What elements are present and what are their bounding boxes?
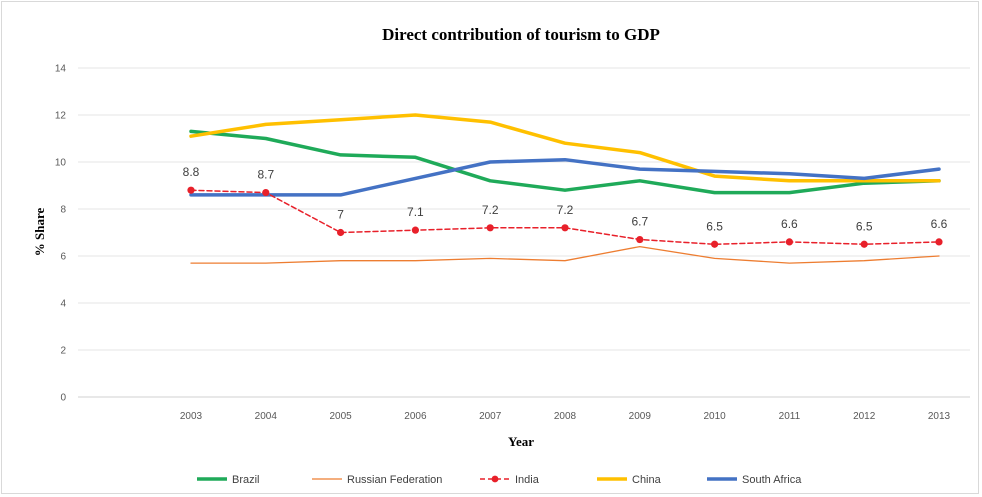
data-label-india: 7.2 [557,203,574,217]
data-label-india: 6.6 [781,217,798,231]
x-tick-label: 2010 [703,411,726,422]
chart-title: Direct contribution of tourism to GDP [382,25,660,44]
data-point-india [785,238,794,246]
legend-item-russian-federation: Russian Federation [312,474,442,486]
legend-label: Brazil [232,474,260,486]
data-label-india: 6.5 [856,219,873,233]
y-axis-title: % Share [32,208,47,257]
data-label-india: 8.7 [257,168,274,182]
data-label-india: 7 [337,208,344,222]
x-tick-label: 2003 [180,411,203,422]
legend-item-china: China [597,474,662,486]
data-point-india [711,240,719,248]
data-label-india: 6.6 [931,217,948,231]
y-tick-label: 2 [60,346,66,357]
x-tick-label: 2008 [554,411,577,422]
x-tick-label: 2009 [629,411,652,422]
data-label-india: 8.8 [183,165,200,179]
series-line-south-africa [189,157,941,197]
y-tick-label: 8 [60,205,66,216]
series-line-india [190,189,940,246]
x-tick-label: 2006 [404,411,427,422]
x-tick-label: 2004 [255,411,278,422]
y-tick-label: 14 [55,64,67,75]
y-tick-label: 4 [60,299,66,310]
x-tick-label: 2011 [779,411,801,422]
y-tick-label: 12 [55,111,67,122]
data-point-india [262,188,270,197]
legend-label: South Africa [742,474,802,486]
x-tick-label: 2012 [853,411,876,422]
x-tick-label: 2007 [479,411,502,422]
data-point-india [935,238,943,246]
gridlines [78,67,970,398]
data-label-india: 7.2 [482,203,499,217]
legend-marker [491,475,499,483]
data-point-india [486,224,494,232]
y-tick-label: 10 [55,158,67,169]
data-point-india [636,235,644,244]
data-label-india: 7.1 [407,205,424,219]
series-line-brazil [189,129,941,195]
legend-item-brazil: Brazil [197,474,260,486]
legend-label: Russian Federation [347,474,442,486]
data-point-india [561,224,569,232]
x-tick-label: 2013 [928,411,951,422]
x-axis-ticks: 2003 2004 2005 2006 2007 2008 2009 2010 2011 2012… [180,411,951,422]
data-label-india: 6.5 [706,219,723,233]
y-tick-label: 0 [60,393,66,404]
x-tick-label: 2005 [329,411,352,422]
y-tick-label: 6 [60,252,66,263]
data-point-india [860,240,868,248]
data-point-india [337,228,345,237]
legend-label: China [632,474,662,486]
series-lines [187,113,943,264]
legend-label: India [515,474,540,486]
x-axis-title: Year [508,434,534,449]
data-label-india: 6.7 [631,215,648,229]
legend-item-india: India [480,474,540,486]
y-axis-ticks: 0 2 4 6 8 10 12 14 [55,64,67,404]
data-point-india [187,186,195,194]
data-point-india [411,226,419,234]
legend-item-south-africa: South Africa [707,474,802,486]
legend: Brazil Russian Federation India China South … [197,474,802,486]
series-line-china [189,113,941,183]
series-line-russian-federation [190,245,940,264]
data-labels: 8.8 8.7 7 7.1 7.2 7.2 6.7 6.5 6.6 6.5 6.6 [183,165,948,233]
